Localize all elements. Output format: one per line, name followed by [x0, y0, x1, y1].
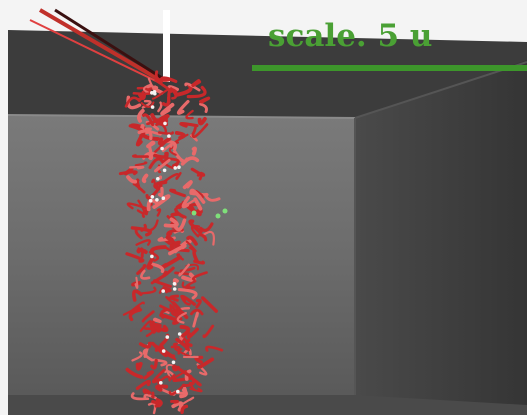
highlight — [172, 361, 176, 365]
highlight — [151, 105, 155, 109]
highlight — [156, 177, 160, 181]
highlight — [177, 165, 181, 169]
fiber — [130, 167, 143, 168]
highlight — [161, 289, 165, 293]
highlight — [178, 332, 182, 336]
highlight — [173, 166, 177, 170]
fiber — [155, 319, 160, 321]
highlight — [176, 390, 180, 394]
fiber — [133, 156, 147, 157]
scene: scale. 5 u — [0, 0, 527, 415]
fiber — [160, 177, 161, 178]
highlight — [163, 169, 167, 173]
fiber — [181, 124, 197, 127]
highlight — [150, 255, 154, 259]
highlight — [160, 147, 164, 151]
scale-label: scale. 5 u — [268, 18, 432, 54]
particle — [192, 211, 197, 216]
fiber — [172, 214, 180, 215]
pole — [163, 10, 170, 82]
fiber — [144, 390, 149, 392]
highlight — [162, 196, 166, 200]
highlight — [162, 349, 166, 353]
highlight — [163, 122, 167, 126]
page: scale. 5 u (() => { const data = JSON.pa… — [0, 0, 527, 415]
fiber — [138, 250, 144, 251]
highlight — [153, 90, 157, 94]
highlight — [167, 134, 171, 138]
fiber — [177, 205, 181, 208]
fiber — [159, 132, 173, 133]
highlight — [166, 335, 170, 339]
fiber — [195, 261, 204, 263]
particle — [223, 209, 228, 214]
highlight — [151, 195, 155, 199]
fiber — [194, 148, 195, 153]
highlight — [159, 381, 163, 385]
highlight — [149, 199, 153, 203]
fiber — [138, 364, 141, 369]
highlight — [173, 282, 177, 286]
box-side — [355, 60, 527, 415]
fiber — [172, 401, 178, 402]
fiber — [144, 176, 147, 182]
highlight — [155, 198, 159, 202]
particle — [216, 214, 221, 219]
highlight — [173, 287, 177, 291]
